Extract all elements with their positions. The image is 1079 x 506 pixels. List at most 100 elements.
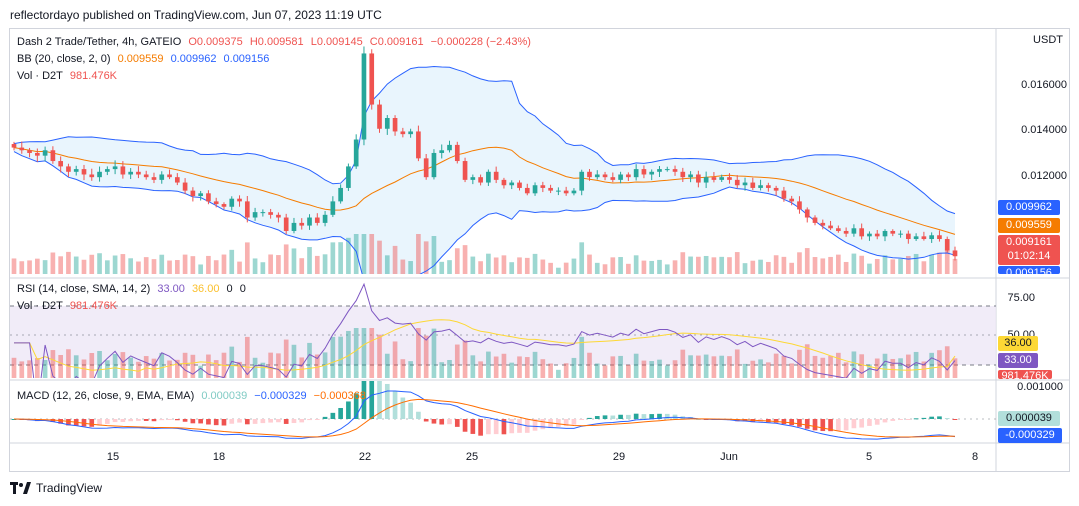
- volume-bar: [781, 256, 787, 274]
- volume-bar: [517, 257, 522, 274]
- volume-bar: [439, 261, 445, 274]
- candle-body: [431, 152, 437, 178]
- volume-bar: [929, 254, 935, 274]
- macd-hist-bar: [104, 419, 110, 424]
- candle-body: [151, 177, 157, 180]
- volume-bar: [789, 363, 795, 378]
- volume-bar: [734, 252, 740, 274]
- volume-bar: [633, 255, 639, 274]
- candle-body: [159, 174, 165, 180]
- macd-hist-bar: [314, 419, 320, 420]
- volume-bar: [299, 357, 305, 378]
- macd-hist-bar: [626, 414, 631, 419]
- volume-legend-2[interactable]: Vol · D2T 981.476K: [17, 300, 121, 312]
- volume-bar: [369, 328, 375, 378]
- macd-label[interactable]: MACD (12, 26, close, 9, EMA, EMA): [17, 390, 195, 402]
- volume-bar: [34, 258, 40, 274]
- time-label: 15: [106, 451, 120, 463]
- macd-hist-value: 0.000039: [201, 390, 248, 402]
- volume-bar: [260, 362, 266, 378]
- macd-hist-bar: [470, 419, 476, 434]
- macd-hist-bar: [182, 419, 188, 422]
- volume-bar: [610, 257, 616, 274]
- candle-body: [206, 193, 211, 202]
- volume-bar: [276, 353, 281, 378]
- macd-hist-bar: [509, 419, 515, 434]
- volume-bar: [423, 241, 429, 274]
- rsi-label[interactable]: RSI (14, close, SMA, 14, 2): [17, 283, 151, 295]
- volume-bar: [229, 249, 235, 274]
- volume-bar: [377, 334, 382, 378]
- publish-info: reflectordayo published on TradingView.c…: [10, 8, 382, 22]
- macd-hist-bar: [478, 419, 483, 436]
- macd-line-tag: -0.000329: [998, 428, 1062, 443]
- macd-hist-bar: [781, 419, 787, 425]
- volume-bar: [937, 350, 942, 378]
- candle-body: [361, 53, 367, 140]
- volume-bar: [851, 351, 857, 378]
- volume-bar: [470, 355, 476, 378]
- candle-body: [237, 198, 242, 202]
- candlesticks[interactable]: [11, 46, 958, 261]
- macd-hist-bar: [501, 419, 507, 435]
- macd-hist-bar: [579, 419, 585, 421]
- tradingview-brand[interactable]: TradingView: [10, 481, 102, 495]
- rsi-pane-volume-tag: 981.476K: [998, 370, 1052, 379]
- main-legend[interactable]: Dash 2 Trade/Tether, 4h, GATEIO O0.00937…: [17, 36, 535, 48]
- volume-bar: [703, 255, 709, 274]
- volume-bar: [571, 258, 577, 274]
- volume-bar: [369, 234, 375, 274]
- volume-bar: [664, 365, 670, 378]
- volume-bar: [299, 258, 305, 274]
- macd-hist-bar: [58, 419, 63, 424]
- macd-hist-bar: [299, 419, 305, 423]
- macd-hist-bar: [361, 381, 367, 419]
- macd-hist-bar: [828, 419, 833, 432]
- volume-bar: [89, 353, 95, 378]
- macd-hist-bar: [836, 419, 841, 431]
- volume-bar: [19, 261, 25, 274]
- volume-bar: [789, 262, 795, 274]
- volume-bar: [688, 256, 693, 274]
- bb-basis-line: [13, 146, 956, 235]
- candle-body: [797, 201, 802, 210]
- volume-label[interactable]: Vol · D2T: [17, 70, 63, 82]
- candle-body: [167, 174, 172, 178]
- macd-hist-bar: [112, 419, 118, 423]
- volume-bar: [392, 341, 398, 378]
- volume-bar: [454, 344, 460, 378]
- macd-legend[interactable]: MACD (12, 26, close, 9, EMA, EMA) 0.0000…: [17, 390, 370, 402]
- symbol-title[interactable]: Dash 2 Trade/Tether, 4h, GATEIO: [17, 36, 182, 48]
- volume-bar: [167, 260, 172, 274]
- bb-basis-value: 0.009559: [117, 53, 164, 65]
- macd-hist-bar: [571, 419, 577, 425]
- time-label: 25: [465, 451, 479, 463]
- volume-label-2[interactable]: Vol · D2T: [17, 300, 63, 312]
- macd-hist-bar: [921, 417, 927, 419]
- volume-bar: [944, 346, 950, 378]
- macd-hist-bar: [143, 419, 149, 421]
- volume-bar: [688, 355, 693, 378]
- volume-bar: [400, 359, 406, 378]
- volume-bar: [929, 352, 935, 378]
- volume-legend[interactable]: Vol · D2T 981.476K: [17, 70, 121, 82]
- candle-body: [773, 187, 779, 191]
- bb-label[interactable]: BB (20, close, 2, 0): [17, 53, 111, 65]
- macd-hist-bar: [486, 419, 491, 435]
- candle-body: [696, 174, 701, 183]
- bb-legend[interactable]: BB (20, close, 2, 0) 0.009559 0.009962 0…: [17, 53, 273, 65]
- candle-body: [493, 171, 499, 180]
- volume-bar: [626, 263, 631, 274]
- volume-bar: [766, 362, 771, 378]
- macd-hist-bar: [322, 416, 328, 419]
- volume-bar: [727, 257, 732, 274]
- volume-bar: [750, 360, 756, 378]
- volume-bar: [244, 242, 250, 274]
- volume-bar: [268, 254, 273, 274]
- macd-hist-bar: [423, 419, 429, 422]
- volume-bar: [423, 335, 429, 378]
- rsi-legend[interactable]: RSI (14, close, SMA, 14, 2) 33.00 36.00 …: [17, 283, 250, 295]
- volume-bar: [338, 242, 343, 274]
- volume-bar: [524, 257, 530, 274]
